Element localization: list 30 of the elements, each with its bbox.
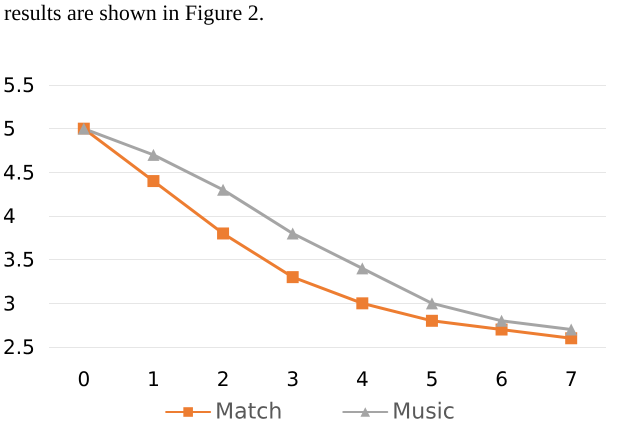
x-tick-label: 1 (147, 367, 160, 391)
point (147, 148, 160, 161)
text: results are shown in Figure 2. (4, 0, 264, 26)
y-tick-label: 2.5 (3, 335, 35, 359)
x-tick-label: 7 (564, 367, 578, 391)
y-tick-label: 5.5 (3, 73, 35, 97)
point (426, 297, 438, 310)
y-tick-label: 4.5 (3, 160, 35, 184)
point (356, 262, 368, 274)
x-tick-label: 5 (426, 367, 438, 391)
x-tick-label: 2 (216, 367, 230, 391)
y-tick-label: 3 (3, 291, 16, 316)
point (565, 324, 578, 336)
point (217, 227, 230, 240)
y-tick-label: 5 (3, 116, 16, 141)
legend-label: Music (392, 400, 455, 424)
point (356, 297, 368, 310)
legend-label: Match (215, 400, 282, 424)
point (147, 175, 160, 188)
point (426, 314, 438, 327)
point (286, 227, 299, 240)
point (217, 184, 230, 196)
point (286, 271, 299, 284)
x-tick-label: 4 (356, 367, 369, 391)
x-tick-label: 6 (495, 367, 508, 391)
y-tick-label: 4 (3, 204, 16, 228)
point (496, 314, 508, 327)
x-tick-label: 0 (77, 367, 90, 391)
y-tick-label: 3.5 (3, 248, 35, 272)
x-tick-label: 3 (286, 367, 300, 391)
